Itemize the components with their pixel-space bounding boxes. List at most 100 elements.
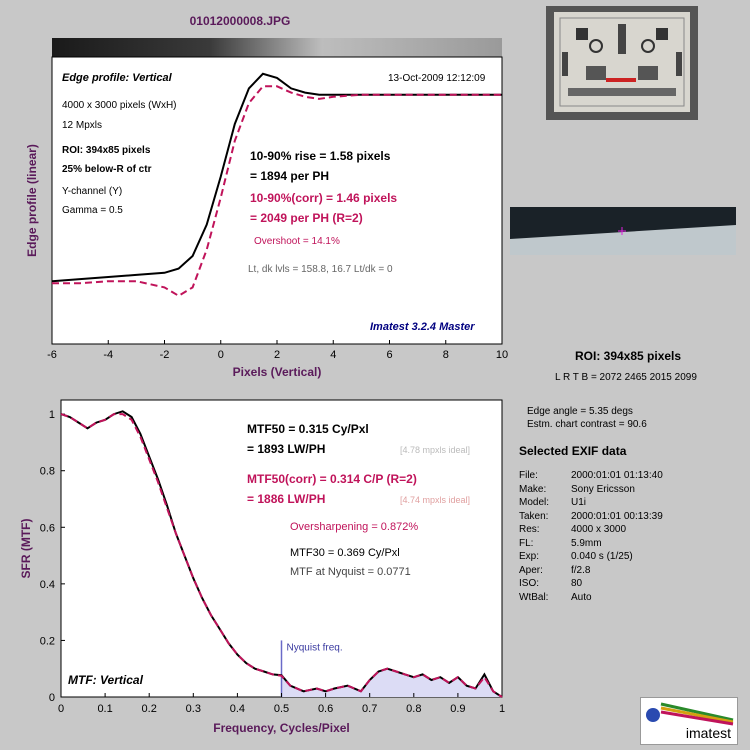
- exif-value: Auto: [571, 591, 592, 603]
- edge-roi-loc: 25% below-R of ctr: [62, 164, 152, 175]
- file-title: 01012000008.JPG: [189, 14, 291, 28]
- roi-crop-image: [510, 207, 736, 255]
- edge-overshoot: Overshoot = 14.1%: [254, 236, 340, 247]
- edge-levels: Lt, dk lvls = 158.8, 16.7 Lt/dk = 0: [248, 264, 393, 275]
- edge-rise-corr: 10-90%(corr) = 1.46 pixels: [250, 191, 397, 205]
- x-tick-label: 0.7: [362, 703, 377, 715]
- mtf-curve-corrected: [60, 413, 503, 698]
- exif-row: ISO: 80: [519, 577, 663, 591]
- x-axis-label: Frequency, Cycles/Pixel: [213, 721, 350, 735]
- oversharpening: Oversharpening = 0.872%: [290, 521, 418, 533]
- mtf50-corr-lw: = 1886 LW/PH: [247, 492, 325, 506]
- exif-key: Taken:: [519, 510, 549, 522]
- x-tick-label: 0: [58, 703, 64, 715]
- edge-mpxls: 12 Mpxls: [62, 120, 102, 131]
- x-tick-label: -2: [160, 349, 170, 361]
- edge-channel: Y-channel (Y): [62, 186, 122, 197]
- exif-value: 80: [571, 578, 583, 589]
- edge-rise-ph: = 1894 per PH: [250, 169, 329, 183]
- x-tick-label: 0.3: [186, 703, 201, 715]
- x-tick-label: 1: [499, 703, 505, 715]
- exif-key: FL:: [519, 537, 534, 549]
- x-tick-label: 0: [218, 349, 224, 361]
- edge-chart-title: Edge profile: Vertical: [62, 72, 173, 84]
- mtf50-lw: = 1893 LW/PH: [247, 442, 325, 456]
- edge-roi: ROI: 394x85 pixels: [62, 145, 151, 156]
- exif-list: File: 2000:01:01 01:13:40 Make: Sony Ericss…: [519, 469, 663, 604]
- y-tick-label: 1: [49, 409, 55, 421]
- exif-value: Sony Ericsson: [571, 483, 635, 495]
- exif-row: Aper: f/2.8: [519, 564, 663, 578]
- exif-key: Aper:: [519, 564, 543, 576]
- exif-row: FL: 5.9mm: [519, 537, 663, 551]
- exif-value: 4000 x 3000: [571, 524, 627, 535]
- exif-row: Make: Sony Ericsson: [519, 483, 663, 497]
- y-axis-label: Edge profile (linear): [25, 144, 39, 257]
- imatest-logo: imatest: [640, 697, 738, 745]
- x-tick-label: 0.4: [230, 703, 245, 715]
- edge-version: Imatest 3.2.4 Master: [370, 321, 475, 333]
- imatest-logo-text: imatest: [685, 725, 731, 741]
- chart-contrast: Estm. chart contrast = 90.6: [527, 419, 647, 430]
- exif-key: Exp:: [519, 551, 540, 562]
- edge-plot-area: [51, 56, 503, 345]
- mtf-chart: Nyquist freq. 0 0.1 0.2 0.3 0.4 0.5 0.6 0.7 0.8 0.…: [19, 399, 505, 735]
- mtf50-corr: MTF50(corr) = 0.314 C/P (R=2): [247, 472, 417, 486]
- exif-row: Exp: 0.040 s (1/25): [519, 550, 663, 564]
- exif-key: ISO:: [519, 578, 540, 589]
- edge-curve-corrected: [52, 85, 502, 297]
- exif-value: f/2.8: [571, 564, 591, 576]
- exif-key: File:: [519, 470, 538, 481]
- edge-rise: 10-90% rise = 1.58 pixels: [250, 149, 391, 163]
- exif-value: 2000:01:01 00:13:39: [571, 510, 663, 522]
- edge-profile-chart: -6 -4 -2 0 2 4 6 8 10 Pixels (Vertical) Edge profi…: [25, 38, 508, 379]
- x-tick-label: 2: [274, 349, 280, 361]
- y-tick-label: 0: [49, 692, 55, 704]
- x-axis-label: Pixels (Vertical): [233, 365, 322, 379]
- edge-rise-corr-ph: = 2049 per PH (R=2): [250, 211, 363, 225]
- mtf-at-nyquist: MTF at Nyquist = 0.0771: [290, 566, 411, 578]
- x-tick-label: 8: [443, 349, 449, 361]
- mtf50: MTF50 = 0.315 Cy/Pxl: [247, 422, 369, 436]
- x-tick-label: 0.1: [97, 703, 112, 715]
- edge-angle: Edge angle = 5.35 degs: [527, 406, 633, 417]
- mtf50-ideal: [4.78 mpxls ideal]: [400, 445, 470, 455]
- exif-value: 0.040 s (1/25): [571, 551, 633, 562]
- x-tick-label: 0.5: [274, 703, 289, 715]
- x-tick-label: 0.6: [318, 703, 333, 715]
- x-tick-label: 0.9: [450, 703, 465, 715]
- exif-value: 2000:01:01 01:13:40: [571, 470, 663, 481]
- y-tick-label: 0.4: [40, 579, 55, 591]
- y-axis-label: SFR (MTF): [19, 519, 33, 579]
- mtf-chart-title: MTF: Vertical: [68, 673, 144, 687]
- x-tick-label: 6: [386, 349, 392, 361]
- test-chart-thumbnail: [546, 6, 698, 120]
- exif-value: 5.9mm: [571, 537, 602, 549]
- exif-key: Make:: [519, 483, 547, 495]
- exif-key: Model:: [519, 497, 550, 508]
- exif-key: Res:: [519, 524, 540, 535]
- mtf-above-nyquist-fill: [281, 668, 502, 697]
- exif-row: WtBal: Auto: [519, 591, 663, 605]
- exif-row: Res: 4000 x 3000: [519, 523, 663, 537]
- x-tick-label: 10: [496, 349, 508, 361]
- mtf50-corr-ideal: [4.74 mpxls ideal]: [400, 495, 470, 505]
- y-tick-label: 0.2: [40, 635, 55, 647]
- nyquist-label: Nyquist freq.: [287, 642, 343, 653]
- x-tick-label: -4: [103, 349, 113, 361]
- imatest-logo-graphic: [646, 702, 734, 726]
- exif-title: Selected EXIF data: [519, 444, 627, 458]
- x-tick-label: 0.2: [142, 703, 157, 715]
- y-tick-label: 0.6: [40, 522, 55, 534]
- exif-key: WtBal:: [519, 591, 549, 603]
- y-tick-label: 0.8: [40, 466, 55, 478]
- x-tick-label: 0.8: [406, 703, 421, 715]
- x-tick-label: 4: [330, 349, 336, 361]
- gray-ramp-strip: [52, 38, 502, 57]
- exif-value: U1i: [571, 497, 587, 508]
- edge-size: 4000 x 3000 pixels (WxH): [62, 100, 177, 111]
- mtf30: MTF30 = 0.369 Cy/Pxl: [290, 547, 400, 559]
- exif-row: Model: U1i: [519, 496, 663, 510]
- roi-title: ROI: 394x85 pixels: [575, 349, 682, 363]
- edge-gamma: Gamma = 0.5: [62, 205, 123, 216]
